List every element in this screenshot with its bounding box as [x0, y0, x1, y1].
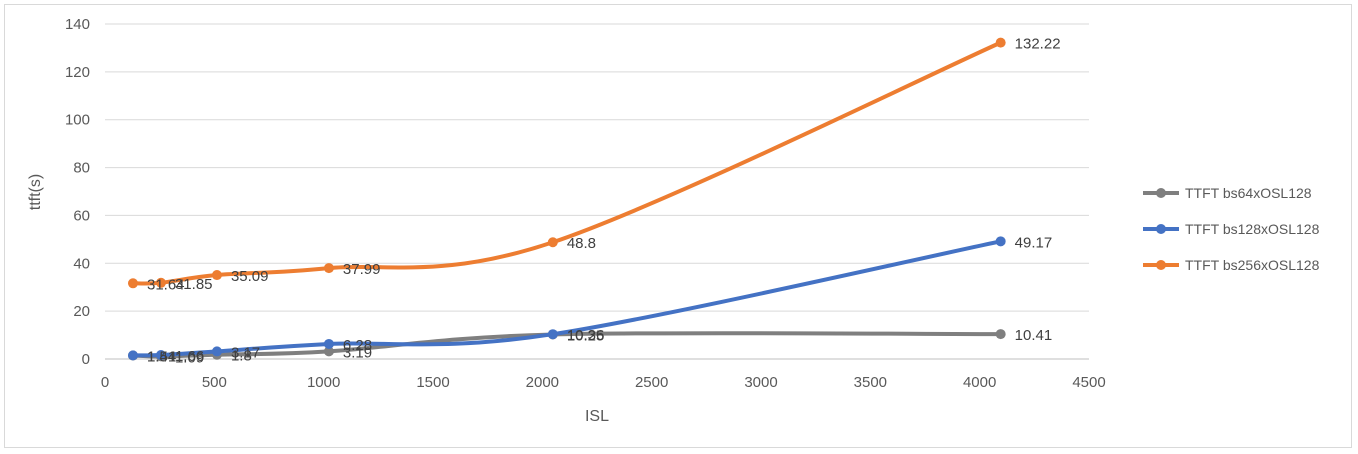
legend-label: TTFT bs256xOSL128: [1185, 257, 1320, 273]
data-label: 31.85: [175, 276, 213, 293]
x-tick-label: 1000: [307, 374, 340, 391]
legend-marker: [1156, 188, 1166, 198]
y-tick-label: 80: [73, 160, 90, 177]
data-label: 1.44: [147, 349, 176, 366]
data-point: [323, 338, 334, 349]
y-tick-label: 140: [65, 16, 90, 33]
data-label: 1.8: [231, 348, 252, 365]
legend-marker: [1156, 224, 1166, 234]
y-tick-label: 20: [73, 303, 90, 320]
y-tick-label: 100: [65, 112, 90, 129]
data-label: 31.64: [147, 276, 185, 293]
gridlines: [105, 23, 1089, 360]
x-tick-label: 3500: [854, 374, 887, 391]
y-tick-label: 120: [65, 64, 90, 81]
y-tick-label: 40: [73, 255, 90, 272]
data-label: 49.17: [1015, 234, 1053, 251]
data-label: 10.25: [567, 327, 605, 344]
data-label: 37.99: [343, 261, 381, 278]
data-label: 35.09: [231, 268, 269, 285]
series-line: [130, 239, 1003, 358]
data-label: 48.8: [567, 235, 596, 252]
x-tick-label: 4500: [1072, 374, 1105, 391]
legend: TTFT bs64xOSL128 TTFT bs128xOSL128 TTFT bs…: [1143, 185, 1320, 273]
x-tick-label: 2000: [526, 374, 559, 391]
x-axis-title: ISL: [585, 408, 609, 425]
data-label: 1.09: [175, 349, 204, 366]
x-tick-label: 0: [101, 374, 109, 391]
chart-area: [4, 4, 1352, 448]
data-point: [995, 37, 1006, 48]
data-point: [211, 270, 222, 281]
data-point: [323, 263, 334, 274]
x-tick-label: 3000: [744, 374, 777, 391]
data-label: 6.28: [343, 337, 372, 354]
data-point: [127, 350, 138, 361]
data-labels: 1.441.09 1.8 3.19 10.25 10.41 1.511.66 3.17 6.2…: [147, 36, 1061, 367]
x-tick-label: 500: [202, 374, 227, 391]
data-point: [995, 236, 1006, 247]
data-label: 3.17: [231, 344, 260, 361]
x-tick-label: 2500: [635, 374, 668, 391]
y-tick-label: 60: [73, 207, 90, 224]
data-label: 1.51: [147, 348, 176, 365]
data-point: [547, 329, 558, 340]
data-point: [127, 278, 138, 289]
x-tick-label: 1500: [416, 374, 449, 391]
legend-marker: [1156, 260, 1166, 270]
y-tick-label: 0: [82, 351, 90, 368]
data-point: [547, 237, 558, 248]
series-line: [130, 40, 1003, 286]
data-label: 1.66: [175, 348, 204, 365]
x-tick-label: 4000: [963, 374, 996, 391]
data-point: [211, 346, 222, 357]
y-axis-title: ttft(s): [27, 174, 44, 210]
data-label: 10.36: [567, 327, 605, 344]
data-point: [995, 329, 1006, 340]
x-axis: 0 500 1000 1500 2000 2500 3000 3500 4000 4500: [101, 374, 1106, 391]
data-label: 132.22: [1015, 36, 1061, 53]
legend-label: TTFT bs128xOSL128: [1185, 221, 1320, 237]
data-point: [155, 277, 166, 288]
data-label: 3.19: [343, 344, 372, 361]
data-point: [323, 346, 334, 357]
y-axis: 0 20 40 60 80 100 120 140: [65, 16, 90, 368]
data-point: [155, 350, 166, 361]
data-label: 10.41: [1015, 327, 1053, 344]
series-group: [127, 37, 1006, 362]
legend-label: TTFT bs64xOSL128: [1185, 185, 1312, 201]
